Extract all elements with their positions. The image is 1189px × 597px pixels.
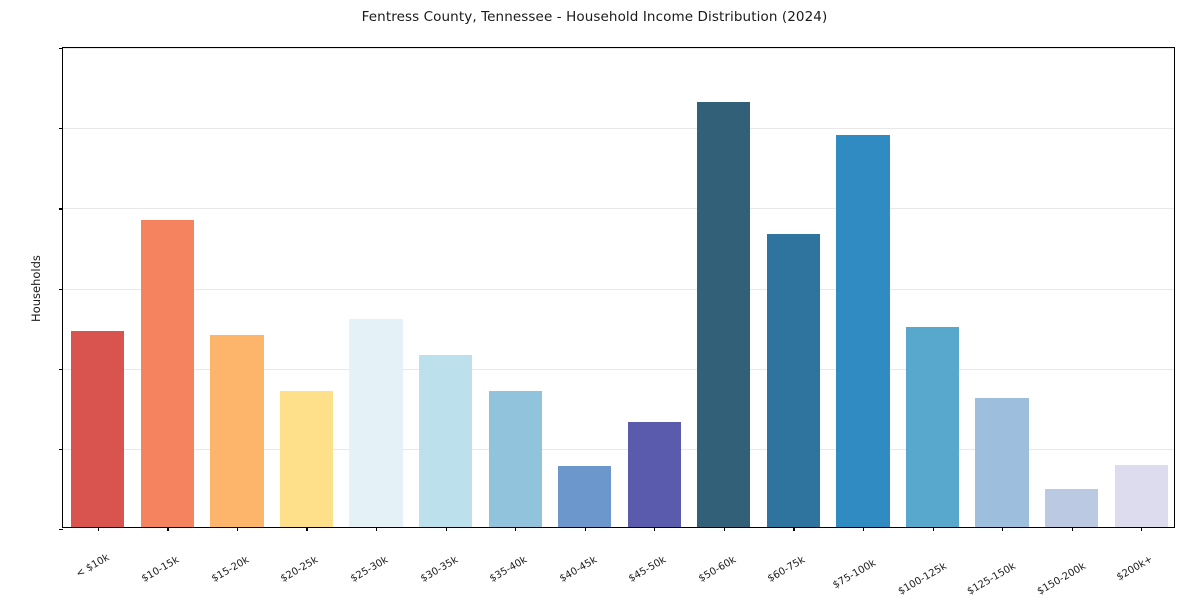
x-tick-label-text: $100-125k <box>896 560 949 597</box>
x-tick-label: $60-75k <box>766 534 843 585</box>
bar[interactable] <box>210 334 264 527</box>
x-tick-label-text: $200k+ <box>1115 553 1156 584</box>
x-tick-label-text: $60-75k <box>766 554 808 585</box>
y-tick-mark <box>59 288 63 290</box>
x-tick-mark <box>932 527 934 531</box>
x-tick-mark <box>1071 527 1073 531</box>
x-tick-label: $30-35k <box>418 534 495 585</box>
x-tick-mark <box>1141 527 1143 531</box>
bar[interactable] <box>905 326 960 527</box>
x-tick-label-text: $15-20k <box>209 554 251 585</box>
x-tick-label-text: $25-30k <box>348 554 391 585</box>
plot-area: Households 02004006008001K1K < $10k$10-1… <box>29 47 1175 597</box>
bar[interactable] <box>418 354 473 527</box>
x-tick-label: $200k+ <box>1115 534 1189 583</box>
x-tick-label: $50-60k <box>697 534 773 585</box>
x-tick-label: $75-100k <box>831 534 919 591</box>
x-tick-label-text: $75-100k <box>831 557 878 592</box>
x-tick-mark <box>584 527 586 531</box>
x-tick-mark <box>167 527 169 531</box>
x-tick-label-text: $40-45k <box>557 554 599 585</box>
x-tick-label-text: $30-35k <box>418 554 460 585</box>
x-tick-mark <box>723 527 726 531</box>
bar[interactable] <box>349 318 403 527</box>
x-tick-mark <box>306 527 308 531</box>
y-axis-label: Households <box>29 255 43 322</box>
bar[interactable] <box>627 421 681 527</box>
x-tick-label-text: $150-200k <box>1035 560 1088 597</box>
x-tick-label: $15-20k <box>210 534 286 585</box>
x-tick-mark <box>236 527 239 531</box>
bar[interactable] <box>975 397 1029 527</box>
x-tick-label: $20-25k <box>279 534 356 585</box>
bar[interactable] <box>766 234 821 527</box>
x-tick-label: $125-150k <box>966 534 1064 597</box>
x-tick-mark <box>862 527 865 531</box>
x-tick-label-text: $125-150k <box>965 560 1018 597</box>
x-tick-label-text: $20-25k <box>279 554 321 585</box>
bar[interactable] <box>1114 464 1168 527</box>
x-tick-label-text: < $10k <box>74 552 112 580</box>
y-tick-mark <box>59 128 63 130</box>
x-tick-mark <box>654 527 656 531</box>
x-tick-label: $45-50k <box>627 534 704 585</box>
x-tick-label: $10-15k <box>140 534 217 585</box>
x-tick-label: $40-45k <box>558 534 634 585</box>
x-tick-mark <box>515 527 517 531</box>
bar[interactable] <box>71 330 125 527</box>
y-tick-mark <box>59 529 63 531</box>
x-tick-label: $150-200k <box>1035 534 1134 597</box>
x-tick-label: $35-40k <box>488 534 565 585</box>
x-tick-mark <box>1002 527 1004 531</box>
x-tick-label: $100-125k <box>896 534 995 597</box>
bar[interactable] <box>279 390 334 527</box>
bar[interactable] <box>488 390 542 527</box>
x-tick-mark <box>445 527 447 531</box>
bar[interactable] <box>697 102 751 527</box>
bar[interactable] <box>836 135 890 527</box>
bar[interactable] <box>558 466 612 527</box>
x-tick-label-text: $10-15k <box>140 554 182 585</box>
y-tick-mark <box>59 48 63 50</box>
x-tick-label-text: $35-40k <box>487 554 530 585</box>
y-tick-mark <box>59 448 63 451</box>
chart-title: Fentress County, Tennessee - Household I… <box>361 9 828 25</box>
x-tick-label: $25-30k <box>349 534 426 585</box>
y-tick-mark <box>59 368 63 370</box>
x-tick-mark <box>376 527 378 531</box>
bar-series <box>63 48 1174 527</box>
x-tick-label-text: $45-50k <box>627 554 669 585</box>
x-tick-label-text: $50-60k <box>696 554 738 585</box>
x-tick-mark <box>793 527 795 531</box>
bar[interactable] <box>1045 488 1099 527</box>
y-tick-mark <box>59 208 63 210</box>
bar[interactable] <box>140 220 194 527</box>
x-tick-mark <box>97 527 99 531</box>
x-tick-label: < $10k <box>74 534 143 580</box>
